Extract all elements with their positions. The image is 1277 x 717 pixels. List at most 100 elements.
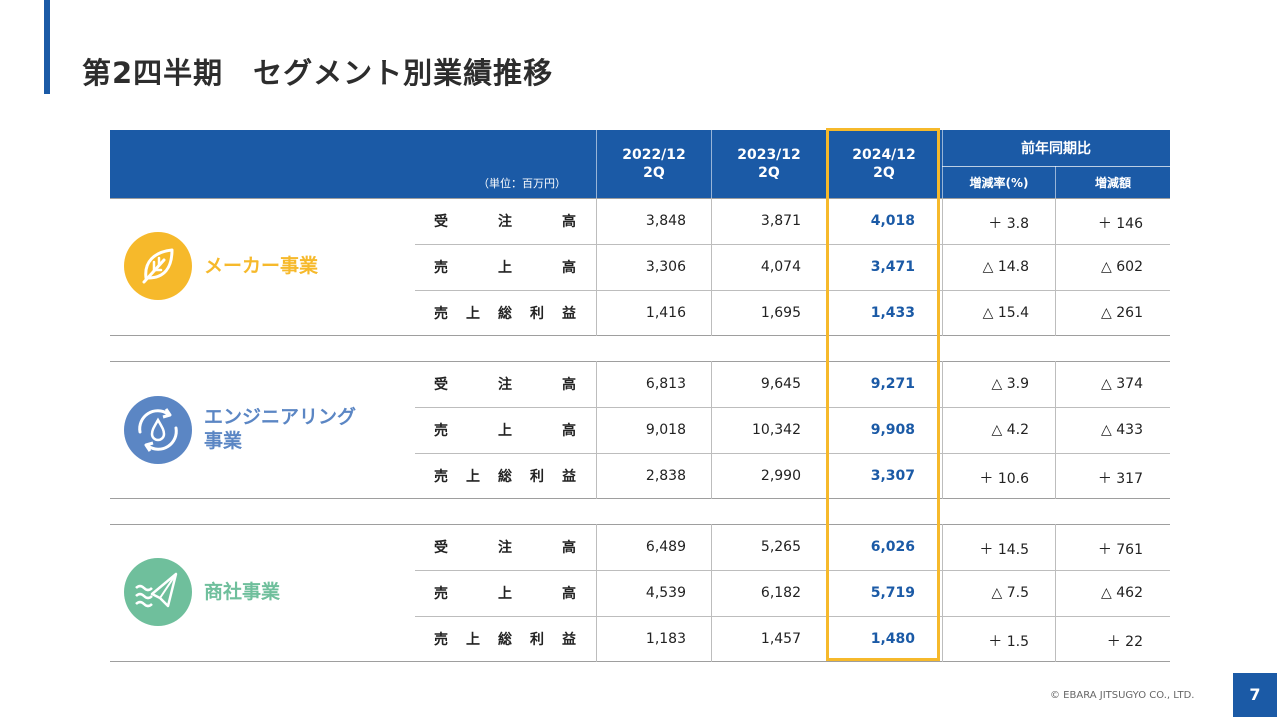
metric-char: 高 [562,214,576,230]
quarter-label: 2Q [873,165,895,181]
table-header [110,130,1170,198]
column-divider [942,524,943,662]
change-rate: ＋ 3.8 [988,216,1029,232]
row-divider [415,244,1170,245]
change-amount: △ 261 [1101,305,1143,321]
value-2023: 10,342 [752,422,801,438]
column-divider [711,198,712,336]
change-amount: △ 374 [1101,376,1143,392]
metric-char: 上 [466,469,480,485]
value-2022: 2,838 [645,468,686,484]
change-amount: ＋ 317 [1097,471,1143,487]
change-rate: △ 15.4 [982,305,1029,321]
column-divider [711,524,712,662]
metric-char: 受 [434,540,448,556]
change-amount: △ 462 [1101,585,1143,601]
change-rate: ＋ 10.6 [979,471,1029,487]
value-2022: 1,416 [645,305,686,321]
year-label: 2023/12 [737,147,801,163]
comparison-title: 前年同期比 [1021,141,1091,157]
metric-char: 上 [498,260,512,276]
metric-char: 注 [498,540,512,556]
header-divider [711,130,712,198]
metric-char: 売 [434,469,448,485]
value-2023: 5,265 [760,539,801,555]
header-divider [596,130,597,198]
metric-char: 売 [434,260,448,276]
column-divider [596,198,597,336]
value-2023: 4,074 [760,259,801,275]
value-2024: 9,908 [870,422,915,438]
quarter-label: 2Q [643,165,665,181]
value-2023: 3,871 [760,213,801,229]
column-divider [596,524,597,662]
value-2022: 4,539 [645,585,686,601]
segment-name-line2: 事業 [204,430,243,452]
metric-char: 総 [498,469,512,485]
segment-top-line [110,361,1170,362]
metric-label: 受注高 [434,374,576,394]
change-rate: △ 4.2 [991,422,1029,438]
metric-char: 売 [434,586,448,602]
metric-char: 利 [530,469,544,485]
value-2022: 6,813 [645,376,686,392]
metric-char: 売 [434,423,448,439]
page-title: 第2四半期 セグメント別業績推移 [82,56,554,90]
value-2022: 3,306 [645,259,686,275]
copyright: © EBARA JITSUGYO CO., LTD. [1050,690,1195,701]
metric-char: 注 [498,214,512,230]
row-divider [415,570,1170,571]
metric-label: 受注高 [434,537,576,557]
paper-plane-wave-icon [135,572,178,608]
segment-bottom-line [110,498,1170,499]
metric-char: 高 [562,423,576,439]
metric-char: 売 [434,306,448,322]
page-number: 7 [1233,673,1277,717]
metric-char: 上 [498,423,512,439]
metric-char: 利 [530,632,544,648]
metric-char: 受 [434,377,448,393]
engineering-segment-icon [124,396,192,464]
value-2024: 1,480 [870,631,915,647]
row-divider [415,290,1170,291]
column-divider [1055,361,1056,499]
row-divider [415,407,1170,408]
change-amount: ＋ 22 [1106,634,1143,650]
unit-label: （単位：百万円） [478,177,566,190]
metric-char: 益 [562,306,576,322]
column-divider [1055,198,1056,336]
year-header-2022: 2022/12 2Q [599,146,709,182]
value-2024: 3,307 [870,468,915,484]
year-label: 2024/12 [852,147,916,163]
metric-label: 売上総利益 [434,629,576,649]
column-divider [596,361,597,499]
metric-char: 売 [434,632,448,648]
metric-label: 売上高 [434,257,576,277]
value-2022: 9,018 [645,422,686,438]
change-amount: △ 433 [1101,422,1143,438]
accent-bar [44,0,50,94]
rate-column-header: 増減率(%) [969,176,1029,190]
value-2023: 1,695 [760,305,801,321]
value-2023: 1,457 [760,631,801,647]
year-header-2023: 2023/12 2Q [714,146,824,182]
segment-name-trading: 商社事業 [204,581,281,603]
column-divider [942,361,943,499]
segment-top-line [110,198,1170,199]
metric-label: 受注高 [434,211,576,231]
segment-name-line1: エンジニアリング [204,406,357,428]
value-2022: 6,489 [645,539,686,555]
water-cycle-icon [138,408,178,452]
metric-char: 益 [562,469,576,485]
change-rate: △ 3.9 [991,376,1029,392]
column-divider [1055,524,1056,662]
change-amount: ＋ 761 [1097,542,1143,558]
value-2023: 6,182 [760,585,801,601]
metric-char: 総 [498,632,512,648]
metric-char: 高 [562,540,576,556]
metric-char: 利 [530,306,544,322]
metric-char: 上 [466,306,480,322]
year-header-2024: 2024/12 2Q [829,146,939,182]
header-divider [1055,166,1056,198]
value-2024: 3,471 [870,259,915,275]
